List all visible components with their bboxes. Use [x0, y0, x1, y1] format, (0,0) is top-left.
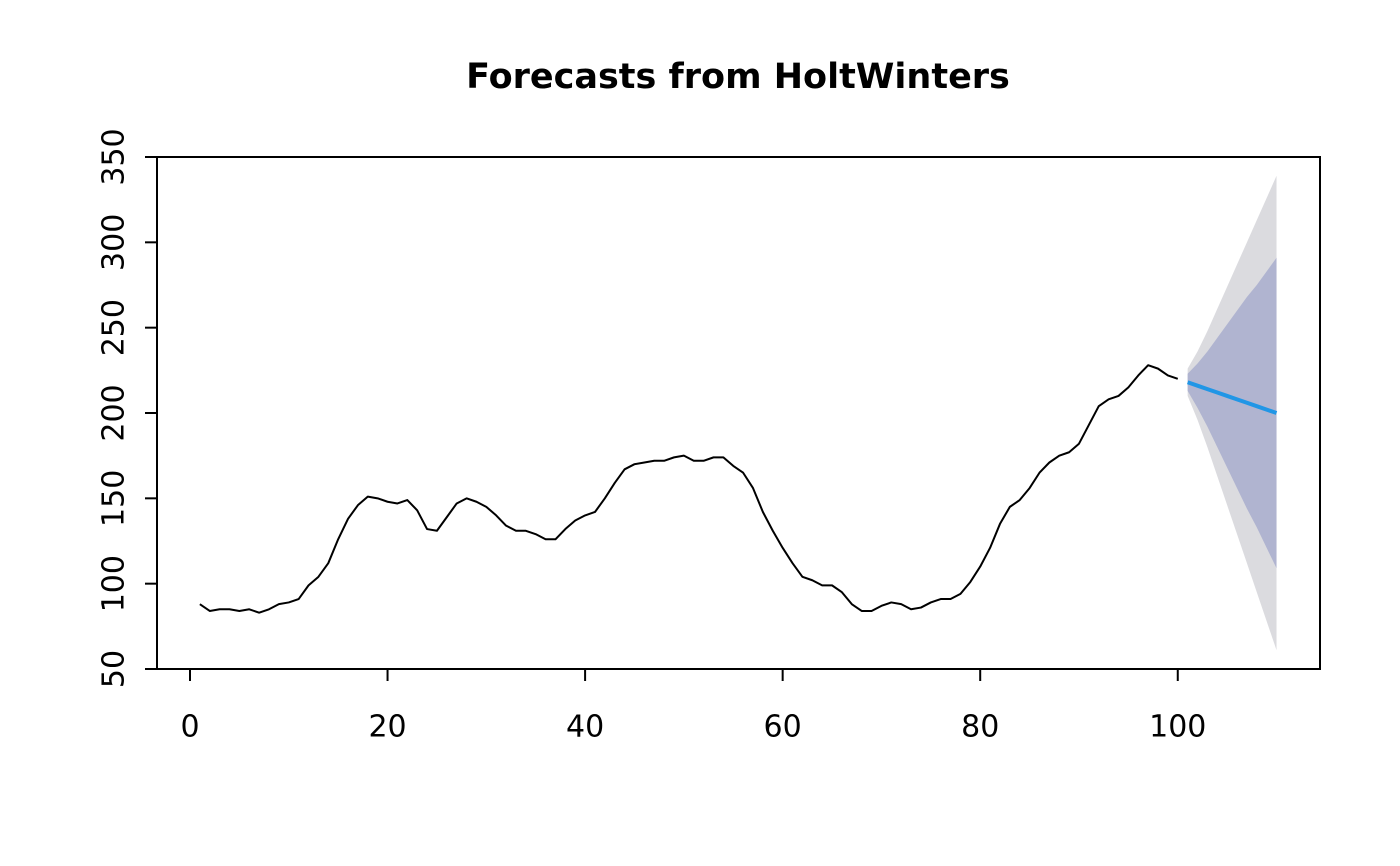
x-tick-label: 40	[566, 710, 604, 745]
y-tick-label: 150	[97, 470, 132, 527]
prediction-band	[1187, 257, 1277, 569]
y-tick-label: 300	[97, 214, 132, 271]
series-line	[1186, 380, 1278, 415]
chart-title: Forecasts from HoltWinters	[466, 57, 1010, 97]
plot-frame	[156, 156, 1321, 670]
y-tick-label: 200	[97, 384, 132, 441]
y-tick-label: 100	[97, 555, 132, 612]
series-line	[199, 364, 1179, 614]
y-tick-label: 350	[97, 128, 132, 185]
x-tick-label: 100	[1149, 710, 1206, 745]
y-tick-label: 250	[97, 299, 132, 356]
x-tick-label: 80	[961, 710, 999, 745]
y-tick-label: 50	[97, 650, 132, 688]
x-tick-label: 60	[764, 710, 802, 745]
x-tick-label: 0	[180, 710, 199, 745]
x-tick-label: 20	[368, 710, 406, 745]
